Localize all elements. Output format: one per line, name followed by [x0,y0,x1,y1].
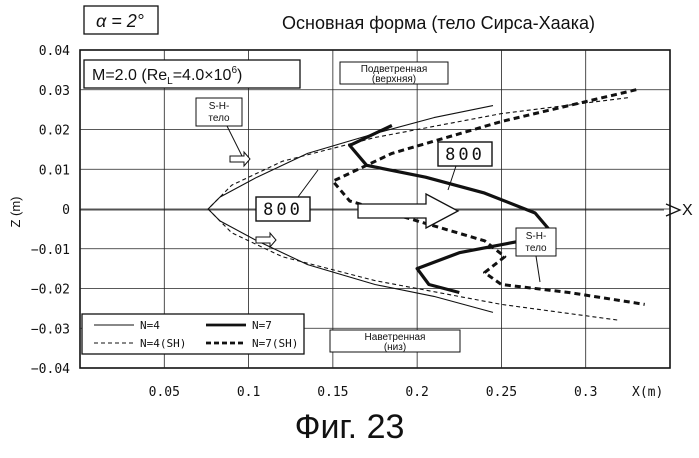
x-tick-label: 0.25 [486,385,517,400]
label-800-left: 800 [263,200,303,220]
x-axis-label: X(m) [632,385,663,400]
y-tick-labels: −0.04 −0.03 −0.02 −0.01 0 0.01 0.02 0.03 0.04 [31,44,70,377]
label-800-right: 800 [445,145,485,165]
sh-body-left-label-1: S-H- [209,101,230,112]
windward-label-2: (низ) [384,342,406,353]
sh-body-left-leader [227,126,242,156]
sh-body-right-leader [536,256,540,282]
small-arrow-upper-icon [230,152,250,166]
leeward-label-2: (верхняя) [372,74,416,85]
chart: α = 2° Основная форма (тело Сирса-Хаака)… [0,0,699,410]
y-tick-label: −0.03 [31,322,70,337]
sh-body-right-label-1: S-H- [526,231,547,242]
x-tick-label: 0.05 [149,385,180,400]
x-tick-label: 0.2 [405,385,428,400]
legend-label-n4-sh: N=4(SH) [140,337,186,350]
label-800-left-leader [298,170,318,197]
y-tick-label: 0.01 [39,163,70,178]
x-axis-arrowhead [666,204,680,216]
figure-caption: Фиг. 23 [0,408,699,447]
x-tick-label: 0.15 [317,385,348,400]
x-tick-label: 0.3 [574,385,597,400]
x-tick-labels: 0.05 0.1 0.15 0.2 0.25 0.3 [149,385,598,400]
y-tick-label: 0.03 [39,84,70,99]
sh-body-left-label-2: тело [208,113,230,124]
series-line-n-7-sh [333,90,645,305]
legend-label-n7: N=7 [252,319,272,332]
x-axis-arrow-label: X [682,202,693,219]
y-tick-label: −0.04 [31,362,70,377]
x-tick-label: 0.1 [237,385,260,400]
y-tick-label: −0.02 [31,283,70,298]
flow-arrow-icon [358,194,458,228]
y-axis-label: Z (m) [8,196,23,227]
sh-body-right-label-2: тело [525,243,547,254]
legend-label-n7-sh: N=7(SH) [252,337,298,350]
y-tick-label: −0.01 [31,243,70,258]
angle-label: α = 2° [96,11,144,31]
y-tick-label: 0.04 [39,44,70,59]
y-tick-label: 0.02 [39,124,70,139]
chart-title: Основная форма (тело Сирса-Хаака) [282,13,595,33]
y-tick-label: 0 [62,203,70,218]
legend-label-n4: N=4 [140,319,160,332]
